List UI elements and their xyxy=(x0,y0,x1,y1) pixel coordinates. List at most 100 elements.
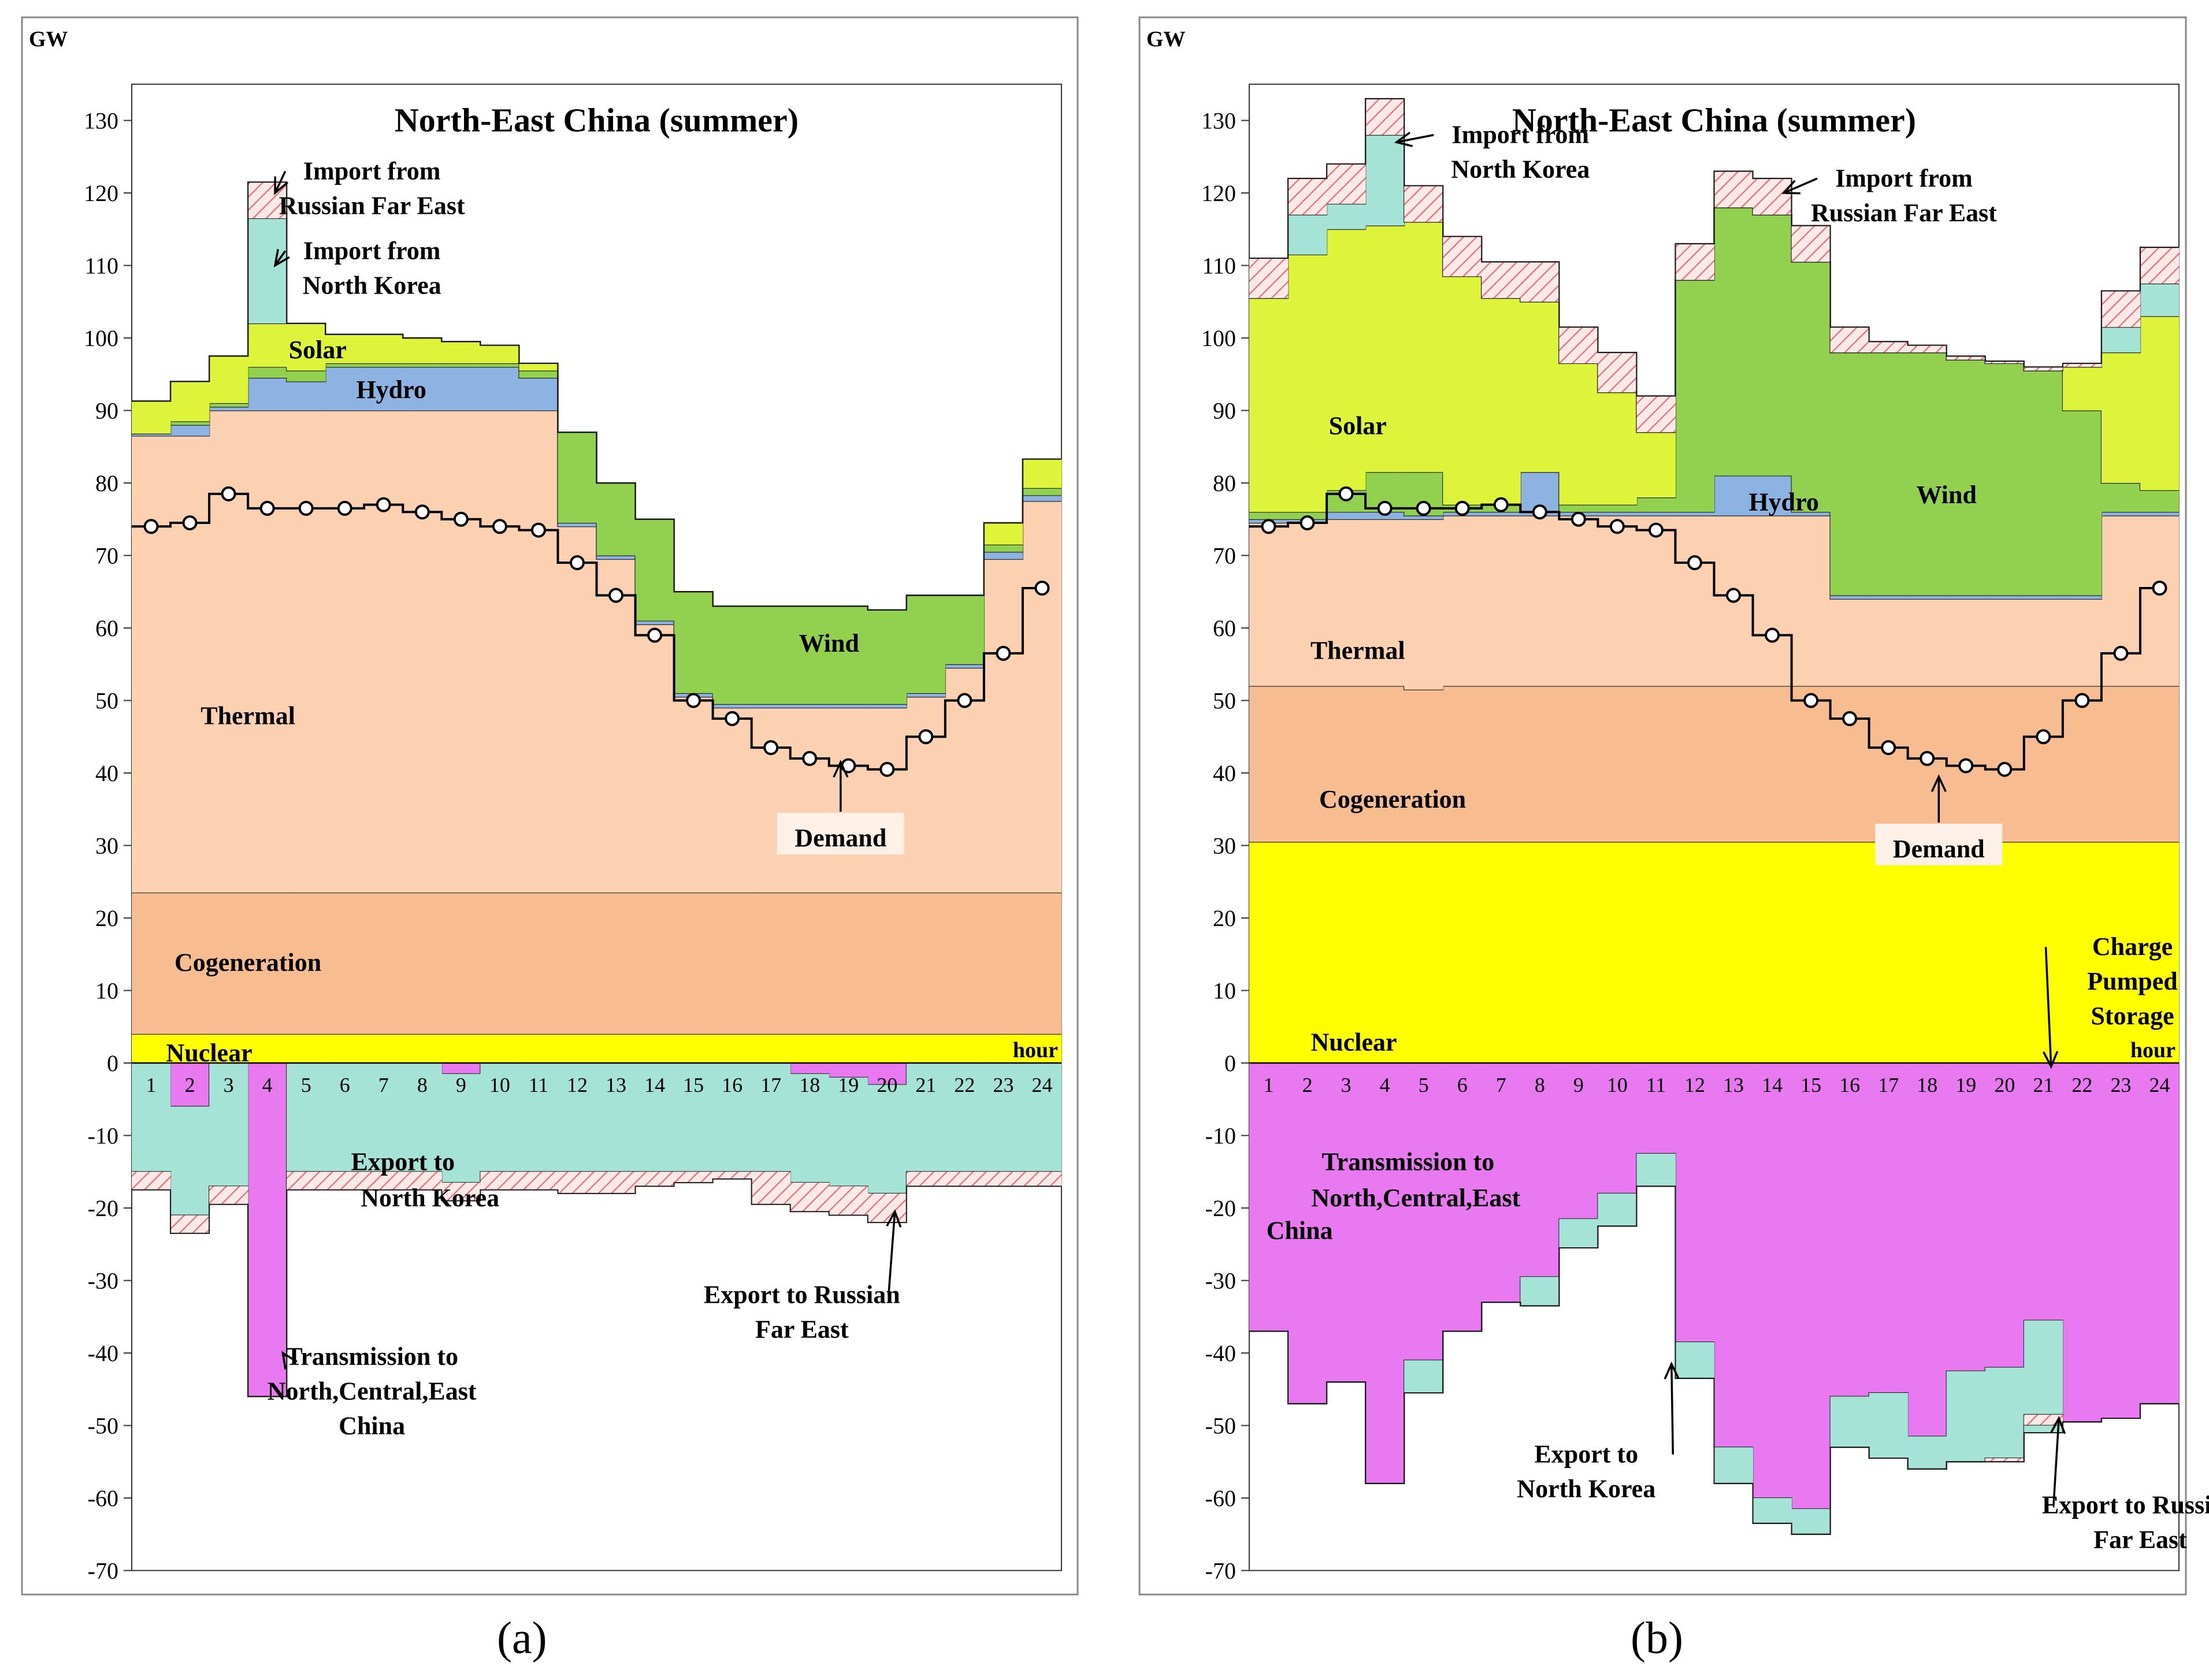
demand-point xyxy=(453,511,469,527)
bar-import_rfe xyxy=(1753,178,1792,215)
bar-cogeneration xyxy=(519,893,559,1034)
x-tick-label: 6 xyxy=(340,1073,350,1097)
bar-hydro xyxy=(248,378,287,411)
series-label: Solar xyxy=(1329,412,1387,440)
bar-export_nk xyxy=(983,1063,1023,1172)
bar-nuclear xyxy=(867,1034,907,1063)
bar-hydro xyxy=(635,620,675,625)
bar-nuclear xyxy=(1482,842,1521,1063)
bar-cogeneration xyxy=(132,893,171,1034)
bar-solar xyxy=(132,401,171,434)
x-tick-label: 12 xyxy=(567,1073,588,1097)
bar-solar xyxy=(519,363,559,371)
bar-import_nk xyxy=(248,218,287,324)
bar-wind xyxy=(1022,488,1062,496)
y-tick-label: 60 xyxy=(95,615,118,641)
x-tick-label: 1 xyxy=(146,1073,157,1097)
bar-cogeneration xyxy=(441,893,481,1034)
bar-cogeneration xyxy=(364,893,403,1034)
bar-thermal xyxy=(248,410,287,893)
bar-thermal xyxy=(1559,515,1598,686)
y-tick-label: 130 xyxy=(84,108,118,134)
bar-cogeneration xyxy=(2140,686,2180,842)
y-tick-label: -50 xyxy=(1205,1413,1236,1439)
bar-cogeneration xyxy=(674,893,714,1034)
demand-point xyxy=(1454,500,1470,516)
bar-export_nk xyxy=(867,1084,907,1194)
demand-point xyxy=(1338,486,1354,501)
arrow-head xyxy=(1781,180,1800,195)
annotation-text: Import from xyxy=(1835,164,1972,192)
bar-cogeneration xyxy=(596,893,636,1034)
bar-cogeneration xyxy=(829,893,868,1034)
y-tick-label: -70 xyxy=(1205,1558,1236,1584)
annotation: Export to Russian Far East xyxy=(2042,1415,2209,1554)
caption-b: (b) xyxy=(1631,1612,1683,1663)
bar-cogeneration xyxy=(751,893,791,1034)
bar-wind xyxy=(1559,504,1598,512)
y-axis-label: GW xyxy=(1146,27,1186,51)
bar-solar xyxy=(325,334,365,363)
bar-import_rfe xyxy=(1482,262,1521,298)
bar-export_nk xyxy=(480,1063,520,1172)
bar-cogeneration xyxy=(1365,686,1405,842)
x-tick-label: 16 xyxy=(1839,1073,1860,1097)
bar-nuclear xyxy=(2140,842,2180,1063)
bar-export_nk xyxy=(1946,1371,1986,1462)
bar-wind xyxy=(945,595,985,664)
annotation-text: Export to xyxy=(1534,1440,1638,1469)
bar-solar xyxy=(170,381,210,422)
bar-thermal xyxy=(674,697,714,893)
annotation: Export to Russian Far East xyxy=(704,1209,902,1344)
demand-point xyxy=(918,729,934,745)
demand-point xyxy=(221,486,236,501)
bar-thermal xyxy=(1869,599,1909,686)
bar-nuclear xyxy=(1520,842,1560,1063)
bar-nuclear xyxy=(1675,842,1715,1063)
bar-nuclear xyxy=(403,1034,442,1063)
bar-solar xyxy=(1288,254,1327,512)
y-tick-label: -30 xyxy=(1205,1268,1236,1294)
bar-solar xyxy=(1559,363,1598,505)
bar-thermal xyxy=(287,410,326,893)
x-tick-label: 23 xyxy=(993,1073,1013,1097)
bar-cogeneration xyxy=(1249,686,1289,842)
bar-nuclear xyxy=(1598,842,1638,1063)
bar-transmission xyxy=(1675,1063,1715,1343)
bar-import_rfe xyxy=(2140,247,2180,284)
bar-import_rfe xyxy=(1869,341,1909,353)
bar-transmission xyxy=(1791,1063,1831,1509)
demand-point xyxy=(2036,729,2051,745)
bar-wind xyxy=(2062,410,2102,596)
bar-cogeneration xyxy=(1714,686,1754,842)
annotation-text: Export to Russian xyxy=(704,1281,900,1309)
arrow-head xyxy=(833,760,849,778)
x-tick-label: 8 xyxy=(1535,1073,1545,1097)
bar-import_rfe xyxy=(1985,361,2025,363)
bar-thermal xyxy=(1520,515,1560,686)
bar-hydro xyxy=(1985,595,2025,599)
demand-point xyxy=(1416,500,1431,516)
bar-cogeneration xyxy=(1636,686,1676,842)
bar-hydro xyxy=(983,552,1023,559)
bar-hydro xyxy=(325,367,365,411)
demand-point xyxy=(1920,750,1935,766)
bar-wind xyxy=(480,363,520,367)
y-tick-label: 10 xyxy=(95,978,118,1004)
y-tick-label: 50 xyxy=(1213,688,1236,714)
bar-cogeneration xyxy=(325,893,365,1034)
bar-wind xyxy=(2101,483,2141,512)
y-tick-label: -60 xyxy=(88,1485,118,1511)
bar-cogeneration xyxy=(1559,686,1598,842)
series-label: Hydro xyxy=(1748,488,1818,516)
bar-cogeneration xyxy=(209,893,248,1034)
bar-nuclear xyxy=(1946,842,1986,1063)
bar-transmission xyxy=(829,1063,868,1078)
y-tick-label: 110 xyxy=(84,253,118,279)
annotation: Export to North Korea xyxy=(1517,1361,1680,1503)
y-tick-label: -10 xyxy=(88,1123,118,1149)
annotation-text: North Korea xyxy=(303,271,441,299)
demand-point xyxy=(957,693,972,708)
y-tick-label: 90 xyxy=(95,398,118,424)
